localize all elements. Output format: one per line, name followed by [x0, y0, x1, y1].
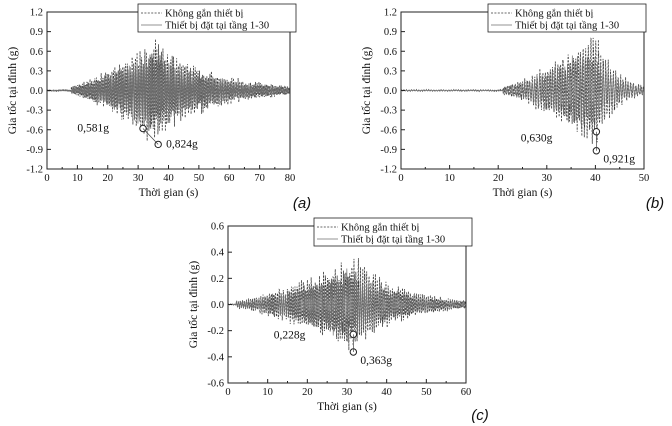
y-tick-label: 0.6	[384, 47, 397, 58]
y-tick-label: -0.6	[207, 379, 224, 390]
y-axis-title: Gia tốc tại đỉnh (g)	[360, 47, 373, 135]
x-tick-label: 10	[444, 173, 455, 184]
y-tick-label: -0.3	[26, 106, 43, 117]
y-tick-label: 0.6	[211, 222, 224, 233]
y-tick-label: -0.3	[380, 106, 397, 117]
y-tick-label: 0.0	[211, 300, 224, 311]
peak-annotation: 0,921g	[603, 154, 635, 166]
legend-entry: Không gắn thiết bị	[341, 223, 420, 234]
panel-label: (a)	[293, 195, 311, 212]
x-tick-label: 60	[461, 387, 472, 398]
y-tick-label: 1.2	[30, 8, 43, 19]
x-tick-label: 30	[542, 173, 553, 184]
legend-entry: Không gắn thiết bị	[165, 9, 244, 20]
x-tick-label: 60	[224, 173, 235, 184]
y-tick-label: -1.2	[380, 165, 397, 176]
panel-label: (b)	[646, 195, 664, 212]
x-tick-label: 20	[103, 173, 114, 184]
y-tick-label: -0.9	[380, 145, 397, 156]
legend-entry: Thiết bị đặt tại tầng 1-30	[515, 21, 619, 32]
legend-entry: Không gắn thiết bị	[515, 9, 594, 20]
peak-annotation: 0,581g	[77, 123, 109, 135]
y-tick-label: 0.0	[30, 86, 43, 97]
y-tick-label: 0.0	[384, 86, 397, 97]
x-tick-label: 30	[133, 173, 144, 184]
y-tick-label: 0.9	[30, 27, 43, 38]
x-tick-label: 0	[44, 173, 49, 184]
legend-box	[313, 217, 473, 247]
x-tick-label: 50	[421, 387, 432, 398]
peak-connector	[142, 128, 159, 145]
x-tick-label: 40	[590, 173, 601, 184]
y-tick-label: -0.6	[380, 125, 397, 136]
x-axis-title: Thời gian (s)	[317, 401, 377, 413]
peak-annotation: 0,363g	[360, 355, 392, 367]
legend-entry: Thiết bị đặt tại tầng 1-30	[341, 235, 445, 246]
peak-annotation: 0,824g	[166, 138, 198, 150]
y-tick-label: 0.3	[30, 66, 43, 77]
y-tick-label: -1.2	[26, 165, 43, 176]
y-tick-label: 0.2	[211, 274, 224, 285]
x-axis-title: Thời gian (s)	[139, 187, 199, 199]
y-tick-label: 0.4	[211, 248, 225, 259]
y-tick-label: -0.6	[26, 125, 43, 136]
x-tick-label: 50	[639, 173, 650, 184]
y-tick-label: 1.2	[384, 8, 397, 19]
x-tick-label: 10	[72, 173, 83, 184]
y-tick-label: 0.9	[384, 27, 397, 38]
x-tick-label: 40	[163, 173, 174, 184]
x-tick-label: 0	[398, 173, 403, 184]
y-tick-label: 0.3	[384, 66, 397, 77]
x-tick-label: 70	[254, 173, 265, 184]
x-tick-label: 30	[342, 387, 353, 398]
series-line-controlled	[228, 268, 466, 342]
x-tick-label: 50	[194, 173, 205, 184]
y-tick-label: -0.4	[207, 352, 224, 363]
x-tick-label: 80	[285, 173, 296, 184]
legend-entry: Thiết bị đặt tại tầng 1-30	[165, 21, 269, 32]
x-tick-label: 40	[381, 387, 392, 398]
y-tick-label: 0.6	[30, 47, 43, 58]
y-axis-title: Gia tốc tại đỉnh (g)	[187, 261, 200, 349]
x-tick-label: 10	[262, 387, 273, 398]
series-line-uncontrolled	[228, 258, 466, 351]
legend-box	[487, 3, 647, 33]
panel-label: (c)	[471, 407, 489, 424]
chart-panel-2: 0 10 20 30 40 50 -1.2 -0.9 -0.6 -0.3 0.0 0.3 0.6 0.9 1…	[360, 3, 664, 212]
peak-annotation: 0,630g	[521, 133, 553, 145]
x-tick-label: 20	[302, 387, 313, 398]
legend-box	[137, 3, 297, 33]
y-tick-label: -0.9	[26, 145, 43, 156]
peak-annotation: 0,228g	[274, 329, 306, 341]
chart-panel-1: 0 10 20 30 40 50 60 70 80 -1.2 -0.9 -0.6 -0.3 0.0 0.3 0…	[6, 3, 311, 212]
x-tick-label: 0	[225, 387, 230, 398]
y-tick-label: -0.2	[207, 326, 224, 337]
chart-panel-3: 0 10 20 30 40 50 60 -0.6 -0.4 -0.2 0.0 0.2 0.4 0.6 Thờ…	[187, 217, 489, 424]
y-axis-title: Gia tốc tại đỉnh (g)	[6, 47, 19, 135]
x-tick-label: 20	[493, 173, 504, 184]
series-line-controlled	[401, 55, 644, 130]
x-axis-title: Thời gian (s)	[493, 187, 553, 199]
series-line-controlled	[47, 53, 290, 130]
